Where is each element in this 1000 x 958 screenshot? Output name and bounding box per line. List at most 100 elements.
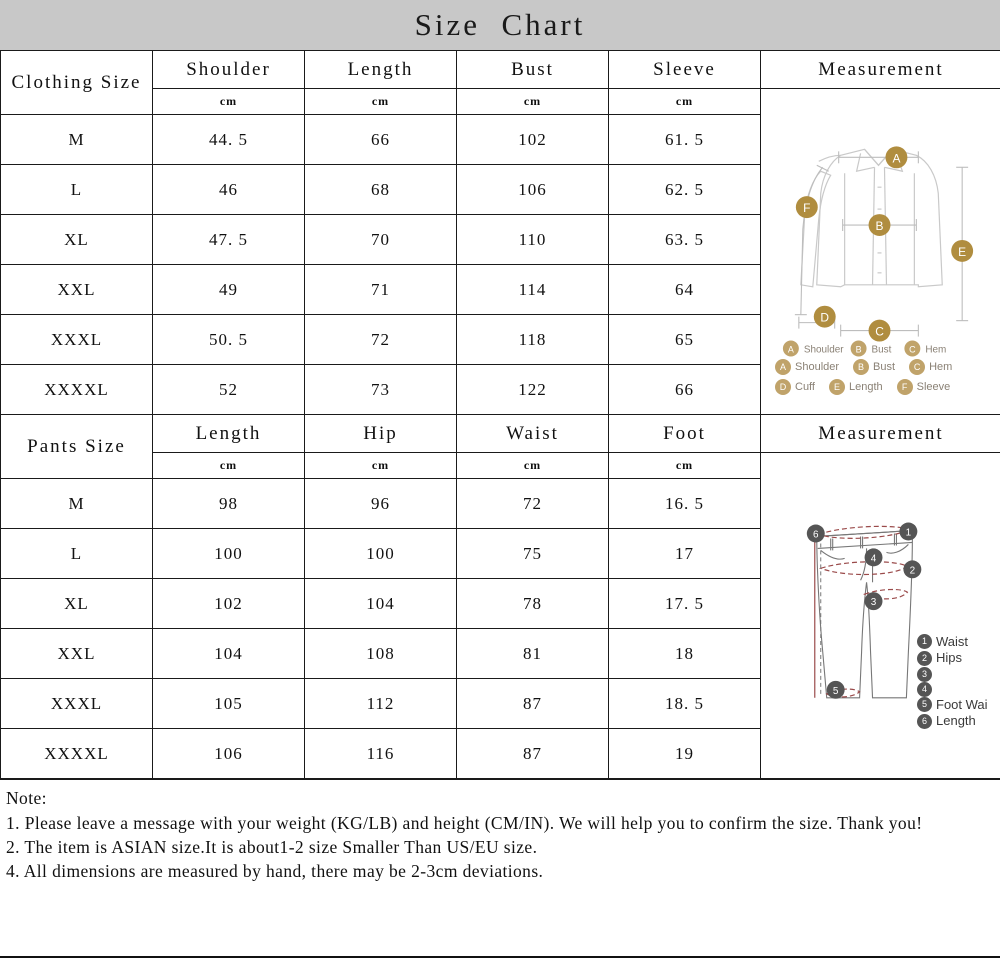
badge-5-icon: 5 bbox=[917, 697, 932, 713]
shirt-legend-b: B Bust bbox=[853, 358, 895, 375]
table-row: XXXL 50. 5 72 118 65 bbox=[0, 314, 1000, 365]
clothing-row-1-sleeve: 62. 5 bbox=[608, 164, 761, 215]
pants-legend-2-label: Hips bbox=[936, 650, 963, 666]
note-4: 4. All dimensions are measured by hand, … bbox=[6, 861, 544, 882]
pants-row-1-hip: 100 bbox=[304, 528, 457, 579]
shirt-legend-d: D Cuff bbox=[775, 378, 815, 395]
pants-row-2-length: 102 bbox=[152, 578, 305, 629]
pants-row-3-hip: 108 bbox=[304, 628, 457, 679]
svg-text:1: 1 bbox=[906, 527, 912, 538]
pants-legend-6-label: Length bbox=[936, 712, 976, 728]
pants-col-foot: Foot bbox=[608, 414, 761, 453]
shirt-legend: A Shoulder B Bust C Hem D Cuff bbox=[782, 340, 946, 356]
pants-diagram-wrap: 1 2 3 4 5 6 bbox=[761, 501, 1000, 802]
pants-row-4-waist: 87 bbox=[456, 678, 609, 729]
clothing-row-1-size: L bbox=[0, 164, 153, 215]
clothing-row-5-length: 73 bbox=[304, 364, 457, 415]
pants-col-waist: Waist bbox=[456, 414, 609, 453]
clothing-row-5-size: XXXXL bbox=[0, 364, 153, 415]
clothing-row-2-shoulder: 47. 5 bbox=[152, 214, 305, 265]
pants-header-row: Pants Size Length Hip Waist Foot Measure… bbox=[0, 414, 1000, 479]
shirt-legend-c: C Hem bbox=[909, 358, 953, 375]
clothing-row-0-length: 66 bbox=[304, 114, 457, 165]
pants-row-2-waist: 78 bbox=[456, 578, 609, 629]
clothing-row-3-length: 71 bbox=[304, 264, 457, 315]
shirt-legend-c-label: Hem bbox=[929, 360, 953, 373]
pants-unit-foot: cm bbox=[608, 452, 761, 479]
badge-1-icon: 1 bbox=[917, 634, 932, 650]
pants-row-5-length: 106 bbox=[152, 728, 305, 779]
table-row: M 98 96 72 16. 5 bbox=[0, 478, 1000, 529]
pants-legend: 1 Waist 2 Hips 3 4 bbox=[917, 634, 1000, 730]
badge-d-icon: D bbox=[775, 378, 791, 395]
pants-legend-6: 6 Length bbox=[917, 713, 1000, 729]
pants-measurement-header: Measurement bbox=[760, 414, 1000, 453]
pants-row-0-hip: 96 bbox=[304, 478, 457, 529]
svg-text:Hem: Hem bbox=[925, 344, 946, 355]
pants-row-5-waist: 87 bbox=[456, 728, 609, 779]
shirt-legend-a-label: Shoulder bbox=[795, 360, 840, 373]
svg-text:E: E bbox=[958, 244, 966, 258]
clothing-col-sleeve: Sleeve bbox=[608, 50, 761, 89]
clothing-header-row: Clothing Size Shoulder Length Bust Sleev… bbox=[0, 50, 1000, 115]
table-row: XL 47. 5 70 110 63. 5 bbox=[0, 214, 1000, 265]
title-bar: Size Chart bbox=[0, 0, 1000, 50]
badge-b-icon: B bbox=[853, 358, 870, 375]
shirt-measurement-diagram-cell: A B C D E F bbox=[760, 88, 1000, 415]
page-title: Size Chart bbox=[414, 7, 586, 42]
pants-unit-waist: cm bbox=[456, 452, 609, 479]
clothing-row-4-size: XXXL bbox=[0, 314, 153, 365]
pants-unit-hip: cm bbox=[304, 452, 457, 479]
clothing-row-5-shoulder: 52 bbox=[152, 364, 305, 415]
pants-legend-5-label: Foot Wai bbox=[936, 696, 988, 712]
table-row: XXL 49 71 114 64 bbox=[0, 264, 1000, 315]
pants-col-length: Length bbox=[152, 414, 305, 453]
notes-section: Note: 1. Please leave a message with you… bbox=[0, 779, 1000, 884]
clothing-row-0-shoulder: 44. 5 bbox=[152, 114, 305, 165]
badge-e-icon: E bbox=[828, 378, 845, 395]
table-row: L 46 68 106 62. 5 bbox=[0, 164, 1000, 215]
pants-row-3-foot: 18 bbox=[608, 628, 761, 679]
svg-text:C: C bbox=[875, 324, 884, 338]
shirt-diagram-wrap: A B C D E F bbox=[761, 108, 1000, 359]
shirt-diagram-icon: A B C D E F bbox=[761, 108, 1000, 359]
badge-c-icon: C bbox=[909, 358, 926, 375]
clothing-col-length: Length bbox=[304, 50, 457, 89]
clothing-row-0-size: M bbox=[0, 114, 153, 165]
svg-text:B: B bbox=[876, 219, 884, 233]
clothing-row-0-sleeve: 61. 5 bbox=[608, 114, 761, 165]
note-2: 2. The item is ASIAN size.It is about1-2… bbox=[6, 837, 538, 858]
notes-heading: Note: bbox=[6, 788, 47, 808]
table-row: XL 102 104 78 17. 5 bbox=[0, 578, 1000, 629]
pants-legend-3: 3 bbox=[917, 666, 1000, 682]
badge-4-icon: 4 bbox=[917, 681, 932, 697]
table-row: L 100 100 75 17 bbox=[0, 528, 1000, 579]
table-row: M 44. 5 66 102 61. 5 bbox=[0, 114, 1000, 165]
pants-row-3-size: XXL bbox=[0, 628, 153, 679]
pants-row-3-waist: 81 bbox=[456, 628, 609, 679]
clothing-row-3-bust: 114 bbox=[456, 264, 609, 315]
svg-text:4: 4 bbox=[871, 553, 877, 564]
clothing-row-3-size: XXL bbox=[0, 264, 153, 315]
svg-text:B: B bbox=[856, 344, 862, 354]
svg-text:3: 3 bbox=[871, 597, 877, 608]
pants-row-0-length: 98 bbox=[152, 478, 305, 529]
note-1: 1. Please leave a message with your weig… bbox=[6, 813, 923, 834]
pants-row-1-foot: 17 bbox=[608, 528, 761, 579]
clothing-col-shoulder: Shoulder bbox=[152, 50, 305, 89]
pants-col-hip: Hip bbox=[304, 414, 457, 453]
clothing-row-2-size: XL bbox=[0, 214, 153, 265]
clothing-row-1-bust: 106 bbox=[456, 164, 609, 215]
svg-text:D: D bbox=[820, 310, 829, 324]
clothing-unit-bust: cm bbox=[456, 88, 609, 115]
pants-legend-1-label: Waist bbox=[936, 633, 969, 649]
svg-text:6: 6 bbox=[813, 529, 819, 540]
svg-text:Shoulder: Shoulder bbox=[804, 344, 844, 355]
svg-text:Bust: Bust bbox=[872, 344, 892, 355]
clothing-unit-length: cm bbox=[304, 88, 457, 115]
clothing-col-bust: Bust bbox=[456, 50, 609, 89]
pants-measurement-diagram-cell: 1 2 3 4 5 6 bbox=[760, 452, 1000, 802]
clothing-row-3-sleeve: 64 bbox=[608, 264, 761, 315]
svg-text:2: 2 bbox=[910, 565, 916, 576]
